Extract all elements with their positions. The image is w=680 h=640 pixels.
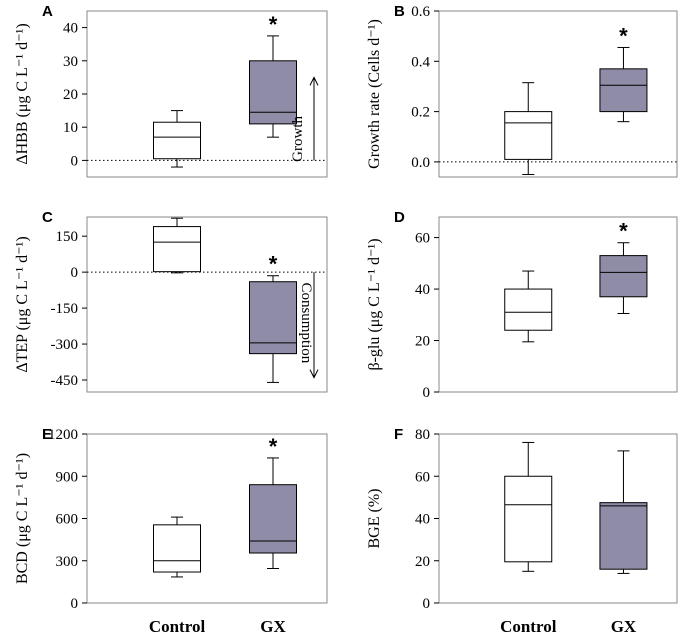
y-tick-label: 10 [63,120,78,136]
y-tick-label: 20 [415,554,430,570]
x-category-label: Control [149,617,206,636]
panel-label: C [42,209,53,226]
significance-asterisk: * [269,434,278,459]
panel-e: E 0 300 600 900 1200 * BCD (μg C L⁻¹ d⁻¹) [14,426,328,612]
iqr-box [249,484,297,554]
iqr-box [599,502,648,570]
y-tick-label: 0 [71,265,79,281]
significance-asterisk: * [619,23,628,48]
plot-frame [86,216,328,393]
box-gx [249,457,297,569]
annotation-arrowhead [309,76,319,86]
plot-frame [438,216,678,393]
panel-f: F 0 20 40 60 80 BGE (%) [366,426,678,612]
panel-label: B [394,3,405,20]
y-tick-label: 300 [56,554,79,570]
x-category-label: GX [260,617,286,636]
y-axis-label: β-glu (μg C L⁻¹ d⁻¹) [366,238,383,370]
panel-d: D 0 20 40 60 * β-glu (μg C L⁻¹ d⁻¹) [366,209,678,401]
iqr-box [153,121,201,160]
significance-asterisk: * [269,12,278,37]
panel-a: A 0 10 20 30 40 * Growth ΔHBB (μg C L⁻¹ d⁻¹) [14,3,328,178]
y-tick-label: 0.0 [411,155,430,171]
y-tick-label: 900 [56,469,79,485]
y-tick-label: 0.2 [411,105,430,121]
y-tick-label: 20 [415,334,430,350]
significance-asterisk: * [619,219,628,244]
panel-b: B 0.0 0.2 0.4 0.6 * Growth rate (Cells d⁻¹) [366,3,678,178]
box-gx [599,242,648,315]
box-control [504,441,553,572]
y-tick-label: 0 [423,596,431,612]
panel-label: D [394,209,405,226]
y-tick-label: 150 [56,229,79,245]
panel-label: A [42,3,53,20]
y-tick-label: -450 [51,373,79,389]
annotation-consumption: Consumption [298,282,314,363]
y-tick-label: 60 [415,469,430,485]
x-axis-categories: Control GX Control GX [149,617,637,636]
iqr-box [504,288,553,331]
iqr-box [249,60,297,125]
y-axis-label: ΔHBB (μg C L⁻¹ d⁻¹) [14,23,31,164]
box-control [153,110,201,168]
iqr-box [504,475,553,563]
y-tick-label: 600 [56,512,79,528]
plot-frame [438,10,678,178]
y-tick-label: 20 [63,87,78,103]
y-tick-label: 40 [415,512,430,528]
iqr-box [153,226,201,273]
y-tick-label: 40 [63,21,78,37]
box-control [153,217,201,274]
y-tick-label: 0.4 [411,54,430,70]
y-tick-label: 60 [415,231,430,247]
box-control [153,516,201,578]
y-axis-label: Growth rate (Cells d⁻¹) [366,19,383,169]
box-control [504,82,553,175]
annotation-growth: Growth [290,115,306,161]
annotation-arrowhead [309,369,319,379]
iqr-box [599,68,648,113]
panel-label: F [394,426,403,443]
y-axis-label: BCD (μg C L⁻¹ d⁻¹) [14,453,31,584]
y-tick-label: 0 [71,596,79,612]
box-gx [249,275,297,383]
box-gx [249,35,297,138]
y-axis-label: ΔTEP (μg C L⁻¹ d⁻¹) [14,236,31,372]
box-gx [599,46,648,123]
x-category-label: Control [500,617,557,636]
y-tick-label: -300 [51,337,79,353]
y-tick-label: 0.6 [411,4,430,20]
x-category-label: GX [611,617,637,636]
y-tick-label: 0 [423,385,431,401]
iqr-box [599,255,648,298]
box-control [504,270,553,343]
y-tick-label: 40 [415,282,430,298]
y-tick-label: 80 [415,427,430,443]
significance-asterisk: * [269,252,278,277]
y-tick-label: 1200 [48,427,78,443]
y-tick-label: 30 [63,54,78,70]
box-gx [599,450,648,574]
y-tick-label: 0 [71,153,79,169]
iqr-box [249,281,297,355]
iqr-box [153,524,201,573]
y-axis-label: BGE (%) [366,489,383,549]
iqr-box [504,111,553,160]
panel-label: E [42,426,52,443]
y-tick-label: -150 [51,301,79,317]
